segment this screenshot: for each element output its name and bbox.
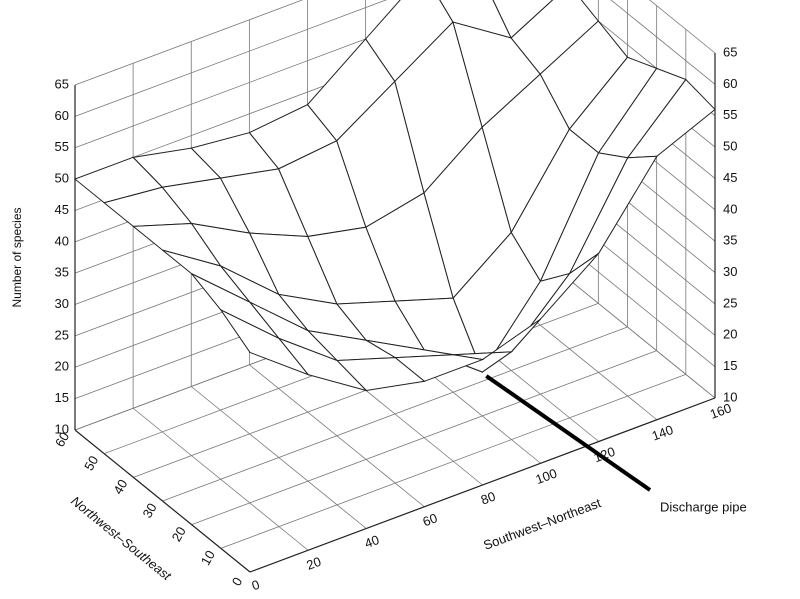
z-tick-label: 40 bbox=[55, 233, 69, 248]
z-tick-label: 50 bbox=[723, 139, 737, 154]
z-tick-label: 60 bbox=[723, 76, 737, 91]
y-tick-label: 40 bbox=[110, 477, 130, 497]
wall-grid-line bbox=[649, 0, 716, 54]
y-tick-label: 30 bbox=[139, 500, 159, 520]
z-tick-label: 60 bbox=[55, 108, 69, 123]
y-tick-label: 10 bbox=[198, 548, 218, 568]
z-tick-label: 65 bbox=[723, 44, 737, 59]
x-axis-title: Southwest–Northeast bbox=[481, 495, 603, 553]
z-tick-label: 35 bbox=[723, 233, 737, 248]
x-tick-label: 60 bbox=[421, 510, 440, 529]
floor-grid-line bbox=[220, 373, 686, 549]
x-tick-label: 0 bbox=[250, 577, 262, 594]
z-tick-label: 55 bbox=[723, 107, 737, 122]
z-tick-label: 10 bbox=[55, 421, 69, 436]
z-tick-label: 20 bbox=[55, 359, 69, 374]
z-tick-label: 40 bbox=[723, 201, 737, 216]
y-tick-label: 60 bbox=[52, 429, 72, 449]
wall-grid-line bbox=[74, 0, 304, 86]
z-tick-label: 45 bbox=[723, 170, 737, 185]
z-tick-label: 50 bbox=[55, 171, 69, 186]
floor-grid-line bbox=[191, 350, 657, 526]
z-tick-label: 35 bbox=[55, 265, 69, 280]
z-tick-label: 25 bbox=[55, 327, 69, 342]
y-tick-label: 20 bbox=[169, 524, 189, 544]
x-tick-label: 120 bbox=[592, 444, 618, 466]
x-tick-label: 20 bbox=[304, 554, 323, 573]
annotation: Discharge pipe bbox=[660, 499, 747, 514]
z-tick-label: 45 bbox=[55, 202, 69, 217]
x-tick-label: 40 bbox=[363, 532, 382, 551]
z-tick-label: 55 bbox=[55, 139, 69, 154]
z-tick-label: 30 bbox=[723, 264, 737, 279]
floor-grid-line bbox=[162, 326, 628, 502]
x-tick-label: 140 bbox=[650, 422, 676, 444]
y-axis-title: Northwest–Southeast bbox=[68, 493, 175, 584]
axis-line bbox=[249, 397, 716, 573]
x-tick-label: 100 bbox=[533, 465, 559, 487]
z-tick-label: 15 bbox=[55, 390, 69, 405]
surface-patch bbox=[219, 308, 310, 376]
z-tick-label: 65 bbox=[55, 76, 69, 91]
annotation-pointer bbox=[485, 374, 652, 492]
z-tick-label: 10 bbox=[723, 389, 737, 404]
y-tick-label: 0 bbox=[229, 575, 246, 589]
y-tick-label: 50 bbox=[81, 453, 101, 473]
x-tick-label: 160 bbox=[708, 400, 734, 422]
x-tick-label: 80 bbox=[479, 488, 498, 507]
wall-grid-line bbox=[74, 0, 388, 117]
z-axis-title: Number of species bbox=[10, 207, 24, 307]
wall-grid-line bbox=[610, 0, 716, 85]
z-tick-label: 20 bbox=[723, 327, 737, 342]
axis-line bbox=[74, 429, 251, 573]
z-tick-label: 30 bbox=[55, 296, 69, 311]
z-tick-label: 25 bbox=[723, 295, 737, 310]
z-tick-label: 15 bbox=[723, 358, 737, 373]
